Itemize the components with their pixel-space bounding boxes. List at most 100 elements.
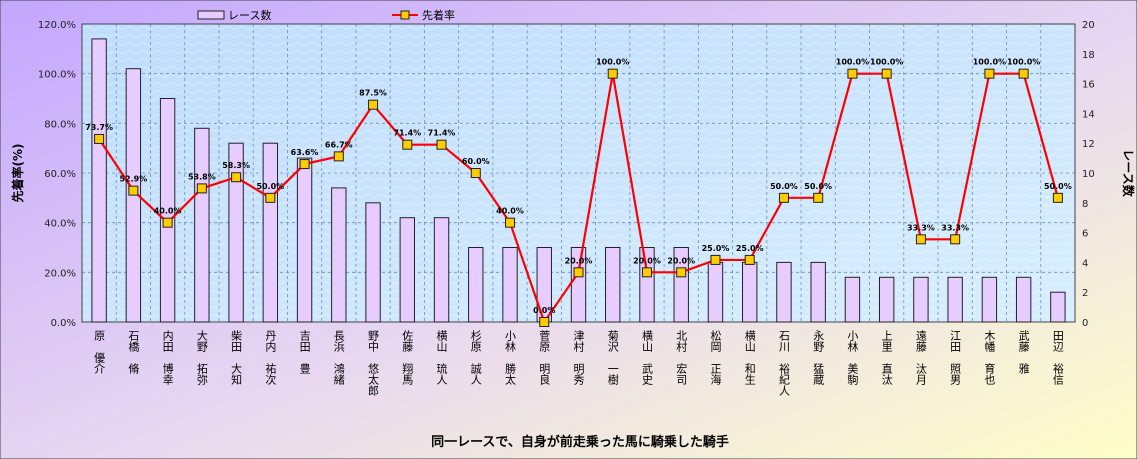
line-marker <box>778 192 789 203</box>
data-label: 73.7% <box>85 123 113 132</box>
y-right-tick-label: 8 <box>1082 199 1088 210</box>
data-label: 58.3% <box>222 161 250 170</box>
x-tick-label: 石橋 脩 <box>127 330 140 375</box>
data-label: 100.0% <box>1007 58 1040 67</box>
line-marker <box>231 172 242 183</box>
line-marker <box>539 317 550 327</box>
data-label: 87.5% <box>359 89 387 98</box>
line-marker <box>128 185 139 196</box>
x-tick-label: 長浜 鴻緒 <box>332 330 345 386</box>
data-label: 100.0% <box>973 58 1006 67</box>
line-marker <box>1052 192 1063 203</box>
bar <box>913 276 929 323</box>
bar <box>296 157 313 323</box>
bar <box>742 261 758 323</box>
bar <box>194 127 210 323</box>
x-tick-label: 吉田 豊 <box>298 330 311 374</box>
x-tick-label: 江田 照男 <box>949 330 962 386</box>
y-left-tick-label: 100.0% <box>38 70 76 81</box>
data-label: 20.0% <box>633 256 661 265</box>
line-marker <box>196 183 207 194</box>
line-marker <box>573 267 584 278</box>
x-tick-label: 杉原 誠人 <box>469 329 482 385</box>
x-tick-label: 佐藤 翔馬 <box>401 329 414 386</box>
y-right-tick-label: 0 <box>1082 318 1088 329</box>
data-label: 63.6% <box>291 148 319 157</box>
y-axis-left-title: 先着率(%) <box>10 144 25 203</box>
y-right-tick-label: 14 <box>1082 109 1095 120</box>
data-label: 100.0% <box>596 58 629 67</box>
bar <box>365 202 381 323</box>
y-left-tick-label: 0.0% <box>51 318 76 329</box>
x-tick-label: 横山 琉人 <box>435 329 448 385</box>
y-left-tick-label: 20.0% <box>44 268 76 279</box>
legend-line-marker <box>400 10 410 20</box>
data-label: 50.0% <box>770 182 798 191</box>
data-label: 100.0% <box>870 58 903 67</box>
x-tick-label: 小林 勝太 <box>504 330 517 386</box>
x-tick-label: 丹内 祐次 <box>264 330 277 386</box>
line-marker <box>710 254 721 265</box>
line-marker <box>333 151 344 162</box>
data-label: 71.4% <box>428 129 456 138</box>
data-label: 33.3% <box>907 223 935 232</box>
x-tick-label: 永野 猛蔵 <box>812 329 825 386</box>
line-marker <box>436 139 447 150</box>
x-tick-label: 武藤 雅 <box>1017 330 1030 374</box>
y-left-tick-label: 80.0% <box>44 119 76 130</box>
data-label: 100.0% <box>836 58 869 67</box>
x-tick-label: 上里 直汰 <box>880 330 893 386</box>
line-marker <box>368 99 379 110</box>
bar <box>810 261 826 323</box>
x-tick-label: 菅原 明良 <box>538 330 551 386</box>
y-right-tick-label: 18 <box>1082 50 1095 61</box>
legend-bar-swatch <box>197 10 225 20</box>
line-marker <box>676 267 687 278</box>
bar <box>433 217 450 323</box>
x-tick-label: 田辺 裕信 <box>1051 330 1064 386</box>
data-label: 25.0% <box>736 244 764 253</box>
x-tick-label: 津村 明秀 <box>572 330 585 385</box>
bar <box>673 247 689 323</box>
data-label: 0.0% <box>533 306 555 315</box>
data-label: 52.9% <box>119 175 147 184</box>
y-right-tick-label: 10 <box>1082 169 1095 180</box>
legend: レース数 先着率 <box>197 8 455 22</box>
y-right-tick-label: 4 <box>1082 258 1088 269</box>
y-axis-right-title: レース数 <box>1121 149 1136 197</box>
bar <box>844 276 861 323</box>
y-left-tick-label: 60.0% <box>44 169 76 180</box>
bar <box>981 276 998 323</box>
bar <box>605 247 621 323</box>
x-tick-label: 横山 武史 <box>640 329 653 386</box>
chart-title: 同一レースで、自身が前走乗った馬に騎乗した騎手 <box>431 434 729 450</box>
y-right-tick-label: 16 <box>1082 80 1095 91</box>
data-label: 20.0% <box>667 256 695 265</box>
y-right-tick-label: 12 <box>1082 139 1095 150</box>
data-label: 33.3% <box>941 223 969 232</box>
line-marker <box>881 68 892 79</box>
line-marker <box>94 133 105 144</box>
x-tick-label: 木幡 育也 <box>983 330 996 385</box>
bar <box>159 98 176 323</box>
x-tick-label: 柴田 大知 <box>230 329 243 386</box>
bar <box>639 247 655 323</box>
x-tick-label: 小林 美駒 <box>846 330 859 386</box>
line-marker <box>162 217 173 228</box>
data-label: 40.0% <box>154 207 182 216</box>
line-marker <box>847 68 858 79</box>
bar <box>262 142 279 323</box>
x-tick-label: 石川 裕紀人 <box>777 330 790 396</box>
bar <box>1015 276 1032 323</box>
line-marker <box>299 159 310 170</box>
x-tick-label: 大野 拓弥 <box>195 329 208 386</box>
line-marker <box>402 139 413 150</box>
line-marker <box>915 234 926 245</box>
line-marker <box>265 192 276 203</box>
line-marker <box>744 254 755 265</box>
y-right-tick-label: 20 <box>1082 20 1095 31</box>
y-left-tick-label: 40.0% <box>44 219 76 230</box>
bar <box>570 247 587 323</box>
line-marker <box>813 192 824 203</box>
